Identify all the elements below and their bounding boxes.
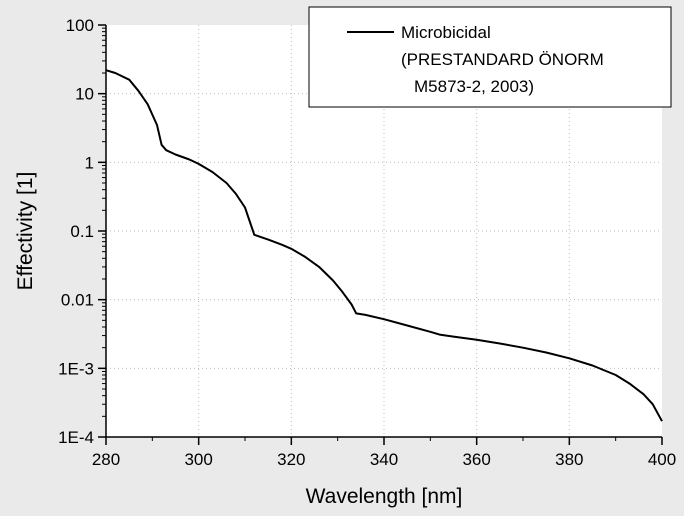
- x-tick-label: 300: [184, 450, 212, 469]
- x-tick-label: 280: [92, 450, 120, 469]
- x-axis-title: Wavelength [nm]: [306, 485, 463, 508]
- y-tick-label: 100: [66, 16, 94, 35]
- legend-label-line-3: M5873-2, 2003): [414, 77, 534, 96]
- y-tick-label: 0.01: [61, 291, 94, 310]
- series-line-microbicidal: [105, 69, 663, 422]
- x-tick-label: 400: [648, 450, 676, 469]
- tick-marks: [98, 24, 663, 445]
- y-tick-label: 10: [75, 85, 94, 104]
- y-tick-label: 1E-4: [58, 428, 94, 447]
- series-layer: [105, 69, 663, 422]
- y-tick-label: 1E-3: [58, 359, 94, 378]
- legend-label-line-2: (PRESTANDARD ÖNORM: [401, 50, 604, 69]
- y-axis-title: Effectivity [1]: [14, 172, 37, 291]
- legend: Microbicidal (PRESTANDARD ÖNORM M5873-2,…: [308, 6, 672, 108]
- legend-box: [308, 6, 672, 108]
- x-tick-label: 380: [555, 450, 583, 469]
- legend-label-line-1: Microbicidal: [401, 23, 491, 42]
- tick-labels: 280 300 320 340 360 380 400 1E-4 1E-3 0.01 0.1 1 10 1…: [58, 16, 676, 469]
- y-tick-label: 1: [85, 153, 94, 172]
- x-tick-label: 320: [277, 450, 305, 469]
- x-tick-label: 360: [462, 450, 490, 469]
- x-tick-label: 340: [370, 450, 398, 469]
- y-tick-label: 0.1: [70, 222, 94, 241]
